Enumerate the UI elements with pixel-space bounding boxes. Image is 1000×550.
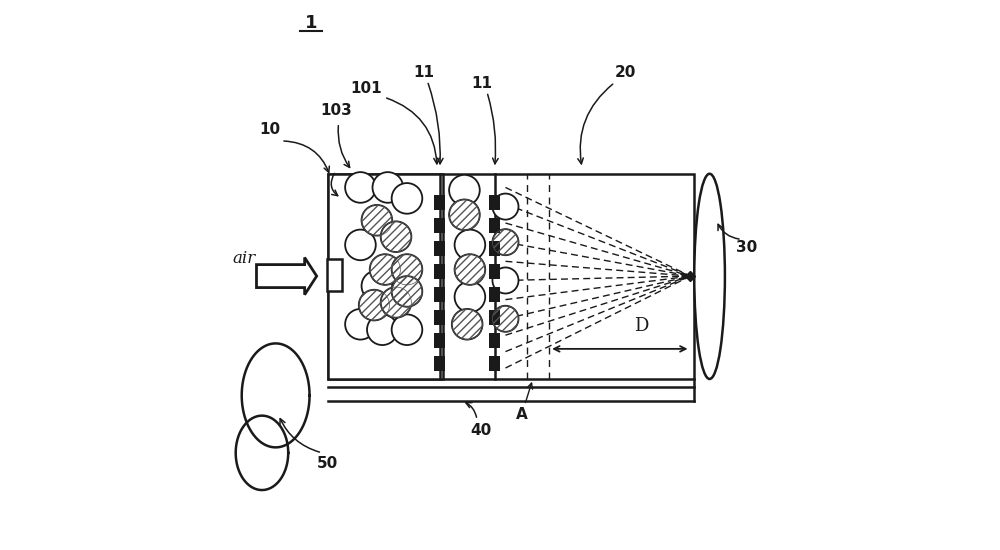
Circle shape xyxy=(492,306,518,332)
Bar xyxy=(434,333,445,348)
Circle shape xyxy=(372,172,403,203)
Circle shape xyxy=(492,194,518,219)
Bar xyxy=(434,195,445,211)
Text: 103: 103 xyxy=(320,103,352,118)
Circle shape xyxy=(392,254,422,285)
Bar xyxy=(434,264,445,279)
Text: 101: 101 xyxy=(350,81,382,96)
Bar xyxy=(489,287,500,303)
Circle shape xyxy=(367,315,398,345)
Bar xyxy=(434,218,445,233)
Circle shape xyxy=(449,175,480,206)
Circle shape xyxy=(455,282,485,312)
Text: 10: 10 xyxy=(260,123,281,138)
Bar xyxy=(489,356,500,371)
Bar xyxy=(489,241,500,256)
Text: 30: 30 xyxy=(736,240,757,255)
Circle shape xyxy=(449,200,480,230)
Circle shape xyxy=(455,254,485,285)
Text: A: A xyxy=(516,407,528,422)
Circle shape xyxy=(492,267,518,294)
Circle shape xyxy=(370,254,400,285)
Text: 11: 11 xyxy=(413,65,434,80)
Circle shape xyxy=(345,309,376,339)
Circle shape xyxy=(345,229,376,260)
Bar xyxy=(489,218,500,233)
Bar xyxy=(489,195,500,211)
Circle shape xyxy=(381,221,411,252)
Circle shape xyxy=(392,276,422,307)
Circle shape xyxy=(492,229,518,255)
Bar xyxy=(434,287,445,303)
Bar xyxy=(489,333,500,348)
Text: 11: 11 xyxy=(471,76,492,91)
Circle shape xyxy=(359,290,389,321)
Circle shape xyxy=(392,183,422,214)
Circle shape xyxy=(455,229,485,260)
Text: 20: 20 xyxy=(615,65,637,80)
Text: D: D xyxy=(635,317,649,335)
Text: air: air xyxy=(232,250,256,267)
Bar xyxy=(328,174,443,379)
Circle shape xyxy=(392,315,422,345)
Bar xyxy=(489,310,500,326)
Bar xyxy=(327,258,342,292)
FancyArrow shape xyxy=(256,257,317,295)
Circle shape xyxy=(362,205,392,235)
Text: 1: 1 xyxy=(305,14,317,32)
Bar xyxy=(434,241,445,256)
Circle shape xyxy=(362,271,392,301)
Bar xyxy=(434,310,445,326)
Bar xyxy=(434,356,445,371)
Circle shape xyxy=(452,309,482,339)
Circle shape xyxy=(345,172,376,203)
Ellipse shape xyxy=(694,174,725,379)
Bar xyxy=(328,174,694,379)
Text: 40: 40 xyxy=(470,424,491,438)
Text: 50: 50 xyxy=(317,456,338,471)
Bar xyxy=(489,264,500,279)
Circle shape xyxy=(381,287,411,318)
